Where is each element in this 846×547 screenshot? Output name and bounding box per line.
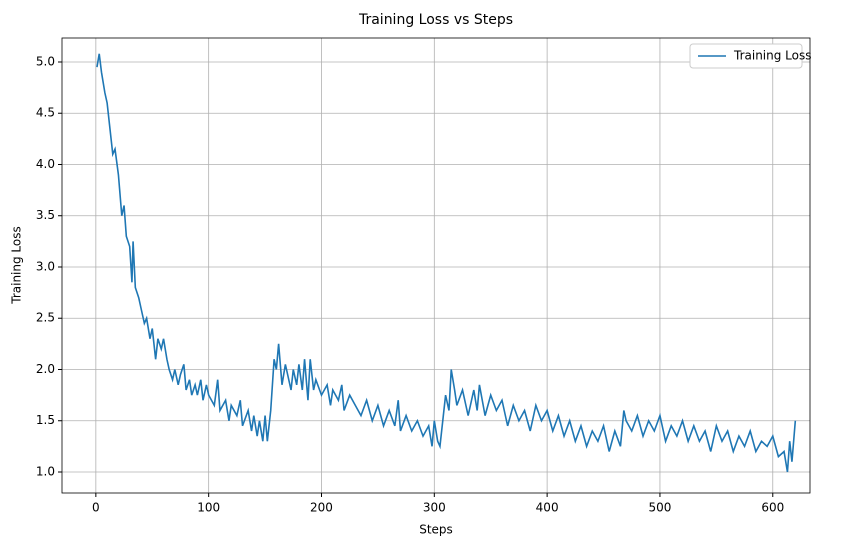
y-tick-label: 1.0 [36,464,55,478]
legend-box [689,43,803,69]
y-tick-label: 2.0 [36,362,55,376]
x-tick-label: 400 [536,501,559,515]
x-tick-label: 100 [197,501,220,515]
y-axis-label: Training Loss [10,226,24,304]
x-tick-label: 300 [423,501,446,515]
x-tick-label: 0 [92,501,100,515]
chart-title: Training Loss vs Steps [358,12,513,28]
y-tick-label: 3.0 [36,259,55,273]
y-tick-label: 4.0 [36,157,55,171]
y-tick-label: 1.5 [36,413,55,427]
legend-label: Training Loss [733,49,811,63]
y-tick-label: 2.5 [36,311,55,325]
x-axis-label: Steps [419,523,453,537]
x-tick-label: 500 [648,501,671,515]
y-tick-label: 3.5 [36,208,55,222]
y-tick-label: 5.0 [36,54,55,68]
axes-frame [61,37,811,494]
x-tick-label: 600 [761,501,784,515]
data-line [96,53,797,473]
y-tick-label: 4.5 [36,106,55,120]
x-tick-label: 200 [310,501,333,515]
